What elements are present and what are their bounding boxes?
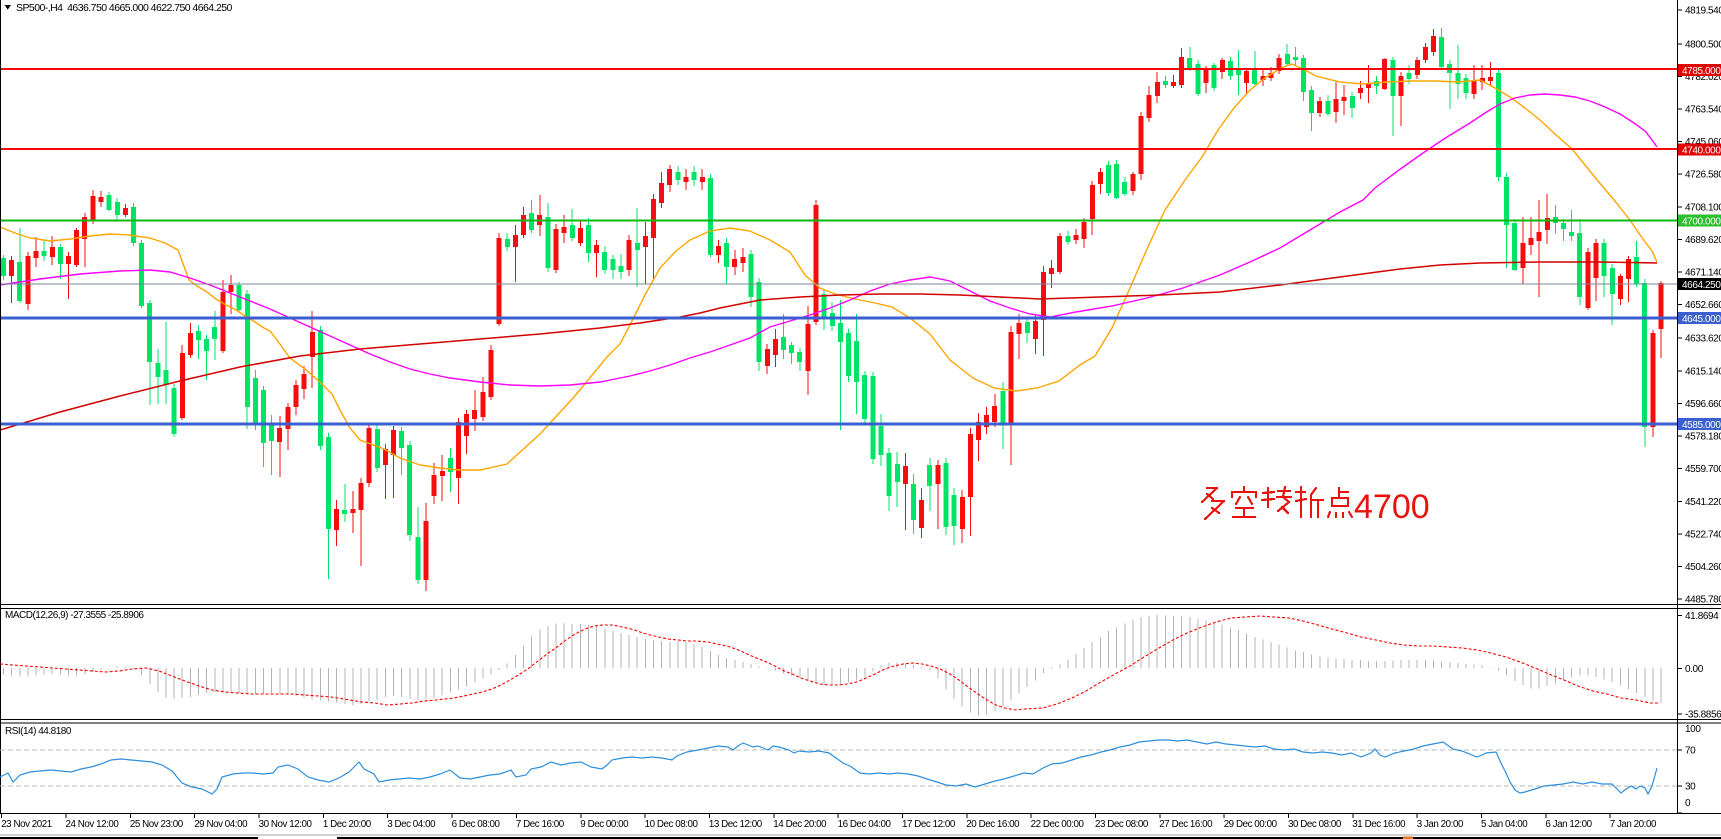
svg-text:30: 30 <box>1685 782 1696 793</box>
svg-text:4645.000: 4645.000 <box>1682 314 1721 325</box>
svg-text:0.00: 0.00 <box>1685 664 1704 675</box>
svg-text:14 Dec 20:00: 14 Dec 20:00 <box>773 819 827 830</box>
svg-text:4785.000: 4785.000 <box>1682 66 1721 77</box>
svg-text:23 Dec 08:00: 23 Dec 08:00 <box>1095 819 1149 830</box>
svg-text:4740.000: 4740.000 <box>1682 145 1721 156</box>
svg-text:4700: 4700 <box>1354 488 1430 526</box>
svg-text:25 Nov 23:00: 25 Nov 23:00 <box>130 819 184 830</box>
svg-text:4782.020: 4782.020 <box>1685 72 1721 83</box>
svg-text:5 Jan 04:00: 5 Jan 04:00 <box>1481 819 1528 830</box>
svg-text:27 Dec 16:00: 27 Dec 16:00 <box>1159 819 1213 830</box>
svg-text:4671.140: 4671.140 <box>1685 268 1721 279</box>
svg-text:4522.740: 4522.740 <box>1685 529 1721 540</box>
svg-text:29 Dec 00:00: 29 Dec 00:00 <box>1224 819 1278 830</box>
svg-text:3 Jan 20:00: 3 Jan 20:00 <box>1417 819 1464 830</box>
svg-text:23 Nov 2021: 23 Nov 2021 <box>1 819 52 830</box>
svg-text:4819.540: 4819.540 <box>1685 6 1721 17</box>
svg-text:4689.620: 4689.620 <box>1685 235 1721 246</box>
svg-text:10 Dec 08:00: 10 Dec 08:00 <box>645 819 699 830</box>
svg-text:16 Dec 04:00: 16 Dec 04:00 <box>838 819 892 830</box>
svg-text:4559.700: 4559.700 <box>1685 464 1721 475</box>
svg-text:100: 100 <box>1685 724 1701 735</box>
svg-text:4541.220: 4541.220 <box>1685 497 1721 508</box>
svg-text:4664.250: 4664.250 <box>1682 280 1721 291</box>
svg-text:4652.660: 4652.660 <box>1685 300 1721 311</box>
svg-text:SP500-,H4 4636.750 4665.000 4: SP500-,H4 4636.750 4665.000 4622.750 466… <box>16 2 233 14</box>
svg-text:30 Dec 08:00: 30 Dec 08:00 <box>1288 819 1342 830</box>
svg-text:4596.660: 4596.660 <box>1685 399 1721 410</box>
svg-text:24 Nov 12:00: 24 Nov 12:00 <box>66 819 120 830</box>
svg-text:9 Dec 00:00: 9 Dec 00:00 <box>580 819 629 830</box>
svg-text:20 Dec 16:00: 20 Dec 16:00 <box>966 819 1020 830</box>
svg-text:70: 70 <box>1685 746 1696 757</box>
svg-text:4726.580: 4726.580 <box>1685 170 1721 181</box>
svg-text:MACD(12,26,9) -27.3555 -25.890: MACD(12,26,9) -27.3555 -25.8906 <box>5 610 144 621</box>
svg-text:6 Dec 08:00: 6 Dec 08:00 <box>452 819 501 830</box>
svg-text:4700.000: 4700.000 <box>1682 216 1721 227</box>
svg-text:3 Dec 04:00: 3 Dec 04:00 <box>387 819 436 830</box>
svg-text:0: 0 <box>1685 798 1691 809</box>
svg-text:-35.8856: -35.8856 <box>1685 709 1721 720</box>
svg-text:4585.000: 4585.000 <box>1682 420 1721 431</box>
svg-text:4504.260: 4504.260 <box>1685 562 1721 573</box>
svg-text:29 Nov 04:00: 29 Nov 04:00 <box>194 819 248 830</box>
svg-text:17 Dec 12:00: 17 Dec 12:00 <box>902 819 956 830</box>
svg-text:1 Dec 20:00: 1 Dec 20:00 <box>323 819 372 830</box>
svg-text:6 Jan 12:00: 6 Jan 12:00 <box>1545 819 1592 830</box>
svg-text:4745.060: 4745.060 <box>1685 137 1721 148</box>
svg-text:4615.140: 4615.140 <box>1685 366 1721 377</box>
svg-text:RSI(14) 44.8180: RSI(14) 44.8180 <box>5 726 72 737</box>
svg-text:31 Dec 16:00: 31 Dec 16:00 <box>1352 819 1406 830</box>
svg-text:4708.100: 4708.100 <box>1685 202 1721 213</box>
svg-text:22 Dec 00:00: 22 Dec 00:00 <box>1031 819 1085 830</box>
svg-text:4763.540: 4763.540 <box>1685 105 1721 116</box>
svg-text:4800.500: 4800.500 <box>1685 39 1721 50</box>
svg-text:13 Dec 12:00: 13 Dec 12:00 <box>709 819 763 830</box>
svg-text:7 Jan 20:00: 7 Jan 20:00 <box>1610 819 1657 830</box>
svg-text:41.8694: 41.8694 <box>1685 611 1719 622</box>
svg-text:4578.180: 4578.180 <box>1685 432 1721 443</box>
svg-text:4485.780: 4485.780 <box>1685 595 1721 606</box>
svg-text:7 Dec 16:00: 7 Dec 16:00 <box>516 819 565 830</box>
svg-text:4633.620: 4633.620 <box>1685 334 1721 345</box>
svg-text:30 Nov 12:00: 30 Nov 12:00 <box>259 819 313 830</box>
